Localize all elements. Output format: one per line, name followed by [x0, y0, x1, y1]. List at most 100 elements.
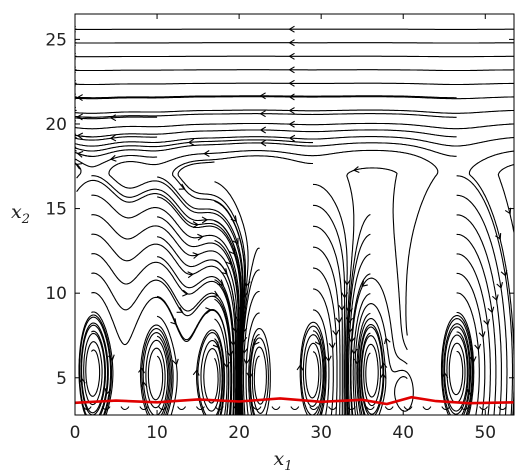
- flow-arrow: [241, 347, 249, 354]
- flow-arrow: [230, 215, 238, 222]
- flow-arrow: [240, 292, 248, 299]
- flow-arrow: [288, 79, 295, 87]
- flow-arrow: [235, 316, 243, 323]
- flow-arrow: [361, 280, 368, 288]
- near-wall-streamline: [309, 406, 319, 411]
- flow-arrow: [212, 290, 219, 297]
- flow-arrow: [288, 39, 295, 47]
- flow-arrow: [346, 317, 354, 324]
- plot-frame: [74, 13, 515, 416]
- flow-arrow: [232, 237, 239, 245]
- flow-arrow: [203, 150, 210, 157]
- streamline: [513, 191, 514, 194]
- x-axis-label: x1: [274, 448, 293, 474]
- near-wall-streamline: [422, 406, 432, 411]
- flow-arrows: [75, 25, 514, 396]
- flow-arrow: [441, 371, 449, 379]
- flow-arrow: [352, 166, 360, 173]
- flow-arrow: [76, 113, 83, 121]
- streamline: [172, 155, 313, 415]
- streamline: [348, 253, 371, 415]
- flow-arrow: [335, 317, 343, 324]
- flow-arrow: [288, 134, 296, 142]
- flow-arrow: [187, 138, 195, 146]
- flow-arrow: [187, 271, 194, 279]
- flow-arrow: [212, 341, 220, 349]
- flow-arrow: [221, 268, 228, 275]
- streamline: [456, 194, 508, 415]
- y-axis-ticks: 5 10 15 20 25: [45, 30, 514, 389]
- near-wall-streamline: [347, 406, 356, 411]
- flow-arrow: [223, 361, 230, 369]
- flow-arrow: [348, 336, 356, 344]
- near-wall-streamline: [139, 406, 149, 411]
- near-wall-streamline: [82, 406, 92, 411]
- flow-arrow: [259, 139, 267, 147]
- near-wall-streamline: [101, 406, 111, 411]
- streamline: [108, 149, 439, 415]
- flow-arrow: [109, 154, 117, 162]
- flow-arrow: [353, 358, 361, 366]
- flow-arrow: [109, 134, 117, 142]
- flow-arrow: [140, 380, 148, 388]
- near-wall-streamline: [441, 406, 451, 411]
- streamline: [91, 214, 238, 415]
- flow-arrow: [78, 377, 86, 385]
- near-wall-streamline: [328, 406, 337, 411]
- streamline: [241, 247, 260, 415]
- flow-arrow: [338, 304, 346, 312]
- flow-arrow: [328, 342, 336, 350]
- flow-arrow: [240, 336, 248, 343]
- flow-arrow: [75, 163, 83, 170]
- flow-arrow: [259, 110, 266, 118]
- flow-arrow: [109, 114, 117, 122]
- streamline: [76, 179, 242, 415]
- streamline: [249, 334, 260, 415]
- x-axis-ticks: 0 10 20 30 40 50: [70, 14, 496, 443]
- streamline: [441, 318, 473, 415]
- flow-arrow: [76, 150, 84, 158]
- flow-arrow: [205, 307, 212, 314]
- near-wall-streamline: [271, 406, 281, 411]
- flow-arrow: [350, 348, 358, 355]
- flow-arrow: [76, 132, 84, 140]
- near-wall-streamline: [177, 406, 186, 411]
- streamline: [197, 332, 225, 415]
- flow-arrow: [76, 94, 83, 102]
- y-tick-label: 20: [45, 115, 67, 135]
- flow-arrow: [288, 120, 295, 128]
- streamline: [214, 279, 235, 415]
- interface-line: [75, 395, 514, 406]
- flow-arrow: [478, 331, 486, 339]
- streamline: [513, 178, 514, 181]
- x-tick-label: 30: [310, 423, 332, 443]
- y-tick-label: 15: [45, 200, 67, 220]
- flow-arrow: [201, 216, 209, 224]
- flow-arrow: [469, 356, 477, 363]
- streamline: [196, 329, 226, 415]
- flow-arrow: [240, 327, 248, 334]
- near-wall-streamline: [290, 406, 300, 411]
- flow-arrow: [192, 369, 200, 376]
- streamline: [75, 142, 457, 157]
- flow-arrow: [176, 306, 184, 313]
- flow-arrow: [288, 107, 295, 115]
- streamline: [357, 318, 387, 415]
- flow-arrow: [466, 388, 474, 396]
- x-tick-label: 0: [70, 423, 81, 443]
- streamline: [456, 292, 480, 415]
- flow-arrow: [343, 279, 351, 286]
- near-wall-streamline: [120, 406, 130, 411]
- flow-arrow: [288, 25, 295, 33]
- streamline: [242, 290, 260, 415]
- y-tick-label: 25: [45, 30, 67, 50]
- streamline: [497, 164, 514, 236]
- flow-arrow: [495, 233, 502, 240]
- flow-arrow: [324, 355, 332, 363]
- flow-arrow: [172, 358, 179, 366]
- flow-arrow: [288, 66, 295, 74]
- flow-arrow: [178, 183, 186, 190]
- near-wall-streamline: [479, 406, 488, 411]
- flow-arrow: [474, 343, 482, 351]
- y-axis-label: x2: [11, 201, 30, 227]
